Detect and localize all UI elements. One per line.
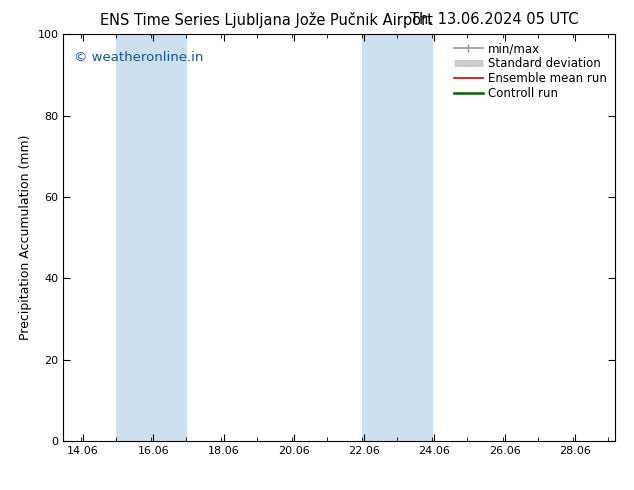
- Text: ENS Time Series Ljubljana Jože Pučnik Airport: ENS Time Series Ljubljana Jože Pučnik Ai…: [100, 12, 433, 28]
- Y-axis label: Precipitation Accumulation (mm): Precipitation Accumulation (mm): [19, 135, 32, 341]
- Bar: [116, 34, 186, 441]
- Bar: [362, 34, 432, 441]
- Legend: min/max, Standard deviation, Ensemble mean run, Controll run: min/max, Standard deviation, Ensemble me…: [451, 40, 609, 102]
- Text: Th. 13.06.2024 05 UTC: Th. 13.06.2024 05 UTC: [410, 12, 579, 27]
- Text: © weatheronline.in: © weatheronline.in: [74, 50, 204, 64]
